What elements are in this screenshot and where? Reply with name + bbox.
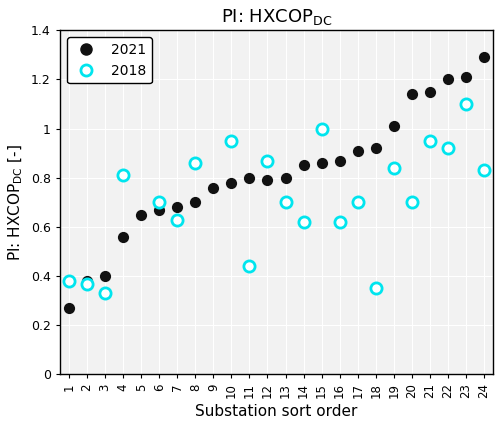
2021	[65, 305, 73, 311]
2021	[462, 74, 470, 81]
2018	[192, 160, 200, 167]
2021	[210, 184, 218, 191]
2018	[300, 219, 308, 225]
2021	[480, 54, 488, 61]
2021	[228, 179, 235, 186]
2018	[444, 145, 452, 152]
2018	[354, 199, 362, 206]
2021	[155, 206, 163, 213]
2021	[119, 233, 127, 240]
2021	[137, 211, 145, 218]
2018	[119, 172, 127, 179]
2021	[390, 123, 398, 130]
2018	[390, 164, 398, 171]
2018	[318, 125, 326, 132]
2021	[408, 91, 416, 98]
2021	[444, 76, 452, 83]
2021	[372, 145, 380, 152]
2018	[264, 157, 272, 164]
2021	[101, 273, 109, 279]
2018	[408, 199, 416, 206]
2018	[480, 167, 488, 174]
2018	[246, 263, 254, 270]
2021	[83, 278, 91, 285]
2021	[300, 162, 308, 169]
2018	[228, 138, 235, 144]
2018	[336, 219, 344, 225]
2018	[155, 199, 163, 206]
2021	[354, 147, 362, 154]
2021	[318, 160, 326, 167]
2018	[65, 278, 73, 285]
Y-axis label: PI: HXCOP$_{\mathregular{DC}}$ [-]: PI: HXCOP$_{\mathregular{DC}}$ [-]	[7, 144, 26, 261]
2018	[101, 290, 109, 297]
2021	[192, 199, 200, 206]
2021	[246, 174, 254, 181]
2018	[282, 199, 290, 206]
2021	[173, 204, 181, 211]
Title: PI: HXCOP$_{\mathregular{DC}}$: PI: HXCOP$_{\mathregular{DC}}$	[221, 7, 332, 27]
2021	[336, 157, 344, 164]
2018	[372, 285, 380, 292]
2021	[426, 88, 434, 95]
2018	[462, 101, 470, 107]
2021	[282, 174, 290, 181]
Legend: 2021, 2018: 2021, 2018	[67, 37, 152, 83]
2018	[173, 216, 181, 223]
2021	[264, 177, 272, 184]
2018	[83, 280, 91, 287]
X-axis label: Substation sort order: Substation sort order	[196, 404, 358, 419]
2018	[426, 138, 434, 144]
